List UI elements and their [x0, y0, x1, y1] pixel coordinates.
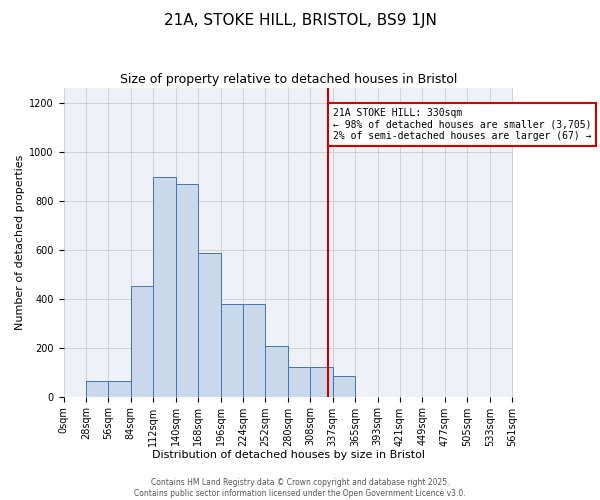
Text: 21A STOKE HILL: 330sqm
← 98% of detached houses are smaller (3,705)
2% of semi-d: 21A STOKE HILL: 330sqm ← 98% of detached…: [333, 108, 591, 141]
Bar: [265, 346, 288, 397]
Bar: [333, 376, 355, 396]
Bar: [109, 380, 131, 396]
Bar: [221, 304, 243, 396]
Y-axis label: Number of detached properties: Number of detached properties: [15, 154, 25, 330]
Bar: [310, 367, 333, 396]
Bar: [153, 178, 176, 396]
Bar: [243, 304, 265, 396]
Bar: [131, 286, 153, 397]
Bar: [288, 367, 310, 396]
Bar: [176, 184, 198, 396]
X-axis label: Distribution of detached houses by size in Bristol: Distribution of detached houses by size …: [152, 450, 425, 460]
Bar: [198, 254, 221, 396]
Title: Size of property relative to detached houses in Bristol: Size of property relative to detached ho…: [119, 72, 457, 86]
Bar: [86, 380, 109, 396]
Text: Contains HM Land Registry data © Crown copyright and database right 2025.
Contai: Contains HM Land Registry data © Crown c…: [134, 478, 466, 498]
Text: 21A, STOKE HILL, BRISTOL, BS9 1JN: 21A, STOKE HILL, BRISTOL, BS9 1JN: [164, 12, 436, 28]
